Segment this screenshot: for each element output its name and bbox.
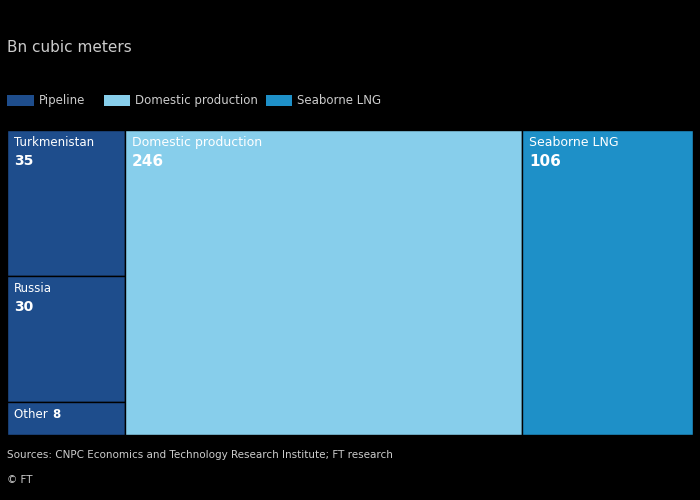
Text: 8: 8	[52, 408, 61, 420]
Text: Russia: Russia	[14, 282, 52, 295]
Text: Pipeline: Pipeline	[38, 94, 85, 107]
Bar	[104, 95, 130, 106]
Text: Sources: CNPC Economics and Technology Research Institute; FT research: Sources: CNPC Economics and Technology R…	[7, 450, 393, 460]
Bar	[7, 95, 34, 106]
Bar	[522, 130, 693, 435]
Text: 246: 246	[132, 154, 164, 169]
Bar	[7, 276, 125, 402]
Bar	[125, 130, 522, 435]
Text: Seaborne LNG: Seaborne LNG	[298, 94, 382, 107]
Text: Domestic production: Domestic production	[135, 94, 258, 107]
Text: © FT: © FT	[7, 475, 32, 485]
Text: 106: 106	[529, 154, 561, 169]
Bar	[7, 402, 125, 435]
Text: Seaborne LNG: Seaborne LNG	[529, 136, 619, 149]
Text: Bn cubic meters: Bn cubic meters	[7, 40, 132, 55]
Text: Turkmenistan: Turkmenistan	[14, 136, 94, 149]
Text: 35: 35	[14, 154, 34, 168]
Bar	[266, 95, 293, 106]
Text: 30: 30	[14, 300, 34, 314]
Text: Other: Other	[14, 408, 52, 420]
Bar	[7, 130, 125, 276]
Text: Domestic production: Domestic production	[132, 136, 262, 149]
